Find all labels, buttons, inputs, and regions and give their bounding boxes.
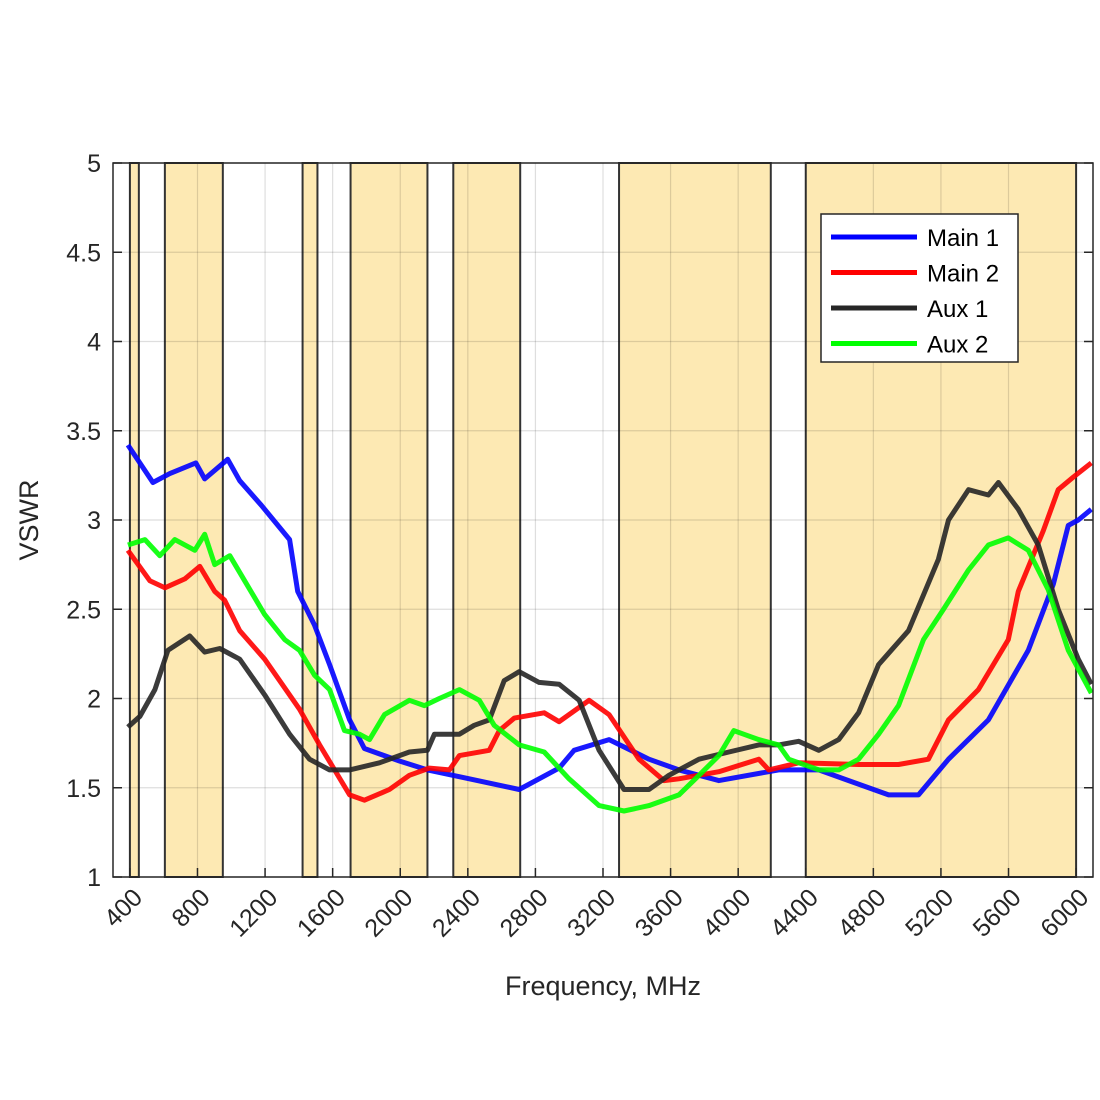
x-tick-labels: 400 800 1200 1600 2000 2400 2800 3200 3600 4000 44… [99, 868, 1094, 943]
y-tick-label: 1 [87, 864, 101, 892]
y-tick-label: 2 [87, 686, 101, 714]
legend-label: Main 2 [927, 261, 999, 288]
y-tick-label: 1.5 [66, 775, 101, 803]
x-tick-label: 1600 [292, 883, 351, 942]
y-tick-label: 4.5 [66, 239, 101, 267]
x-tick-label: 800 [166, 883, 215, 932]
series-lines [125, 443, 1094, 814]
legend-label: Aux 1 [927, 296, 988, 323]
x-tick-label: 2400 [427, 883, 486, 942]
x-tick-label: 400 [99, 883, 148, 932]
shaded-band [163, 162, 224, 878]
x-tick-label: 5200 [900, 883, 959, 942]
x-axis-label: Frequency, MHz [505, 971, 701, 1001]
x-tick-label: 5600 [968, 883, 1027, 942]
legend-label: Main 1 [927, 225, 999, 252]
legend-label: Aux 2 [927, 332, 988, 359]
x-tick-label: 2000 [359, 883, 418, 942]
x-tick-label: 3200 [562, 883, 621, 942]
x-tick-label: 4400 [765, 883, 824, 942]
series-line-aux-2 [127, 531, 1094, 814]
legend: Main 1 Main 2 Aux 1 Aux 2 [820, 213, 1019, 363]
y-tick-label: 4 [87, 329, 101, 357]
y-tick-labels: 1 1.5 2 2.5 3 3.5 4 4.5 5 [66, 150, 1093, 892]
y-tick-label: 2.5 [66, 596, 101, 624]
y-tick-label: 3 [87, 507, 101, 535]
x-tick-label: 4800 [832, 883, 891, 942]
y-tick-label: 3.5 [66, 418, 101, 446]
y-axis-label: VSWR [14, 480, 44, 561]
x-tick-label: 1200 [224, 883, 283, 942]
y-tick-label: 5 [87, 150, 101, 178]
x-tick-label: 4000 [697, 883, 756, 942]
series-line-main-1 [125, 443, 1093, 798]
x-tick-label: 6000 [1035, 883, 1094, 942]
x-tick-label: 3600 [630, 883, 689, 942]
x-tick-label: 2800 [495, 883, 554, 942]
series-line-main-2 [125, 460, 1093, 803]
series-line-aux-1 [126, 480, 1094, 792]
